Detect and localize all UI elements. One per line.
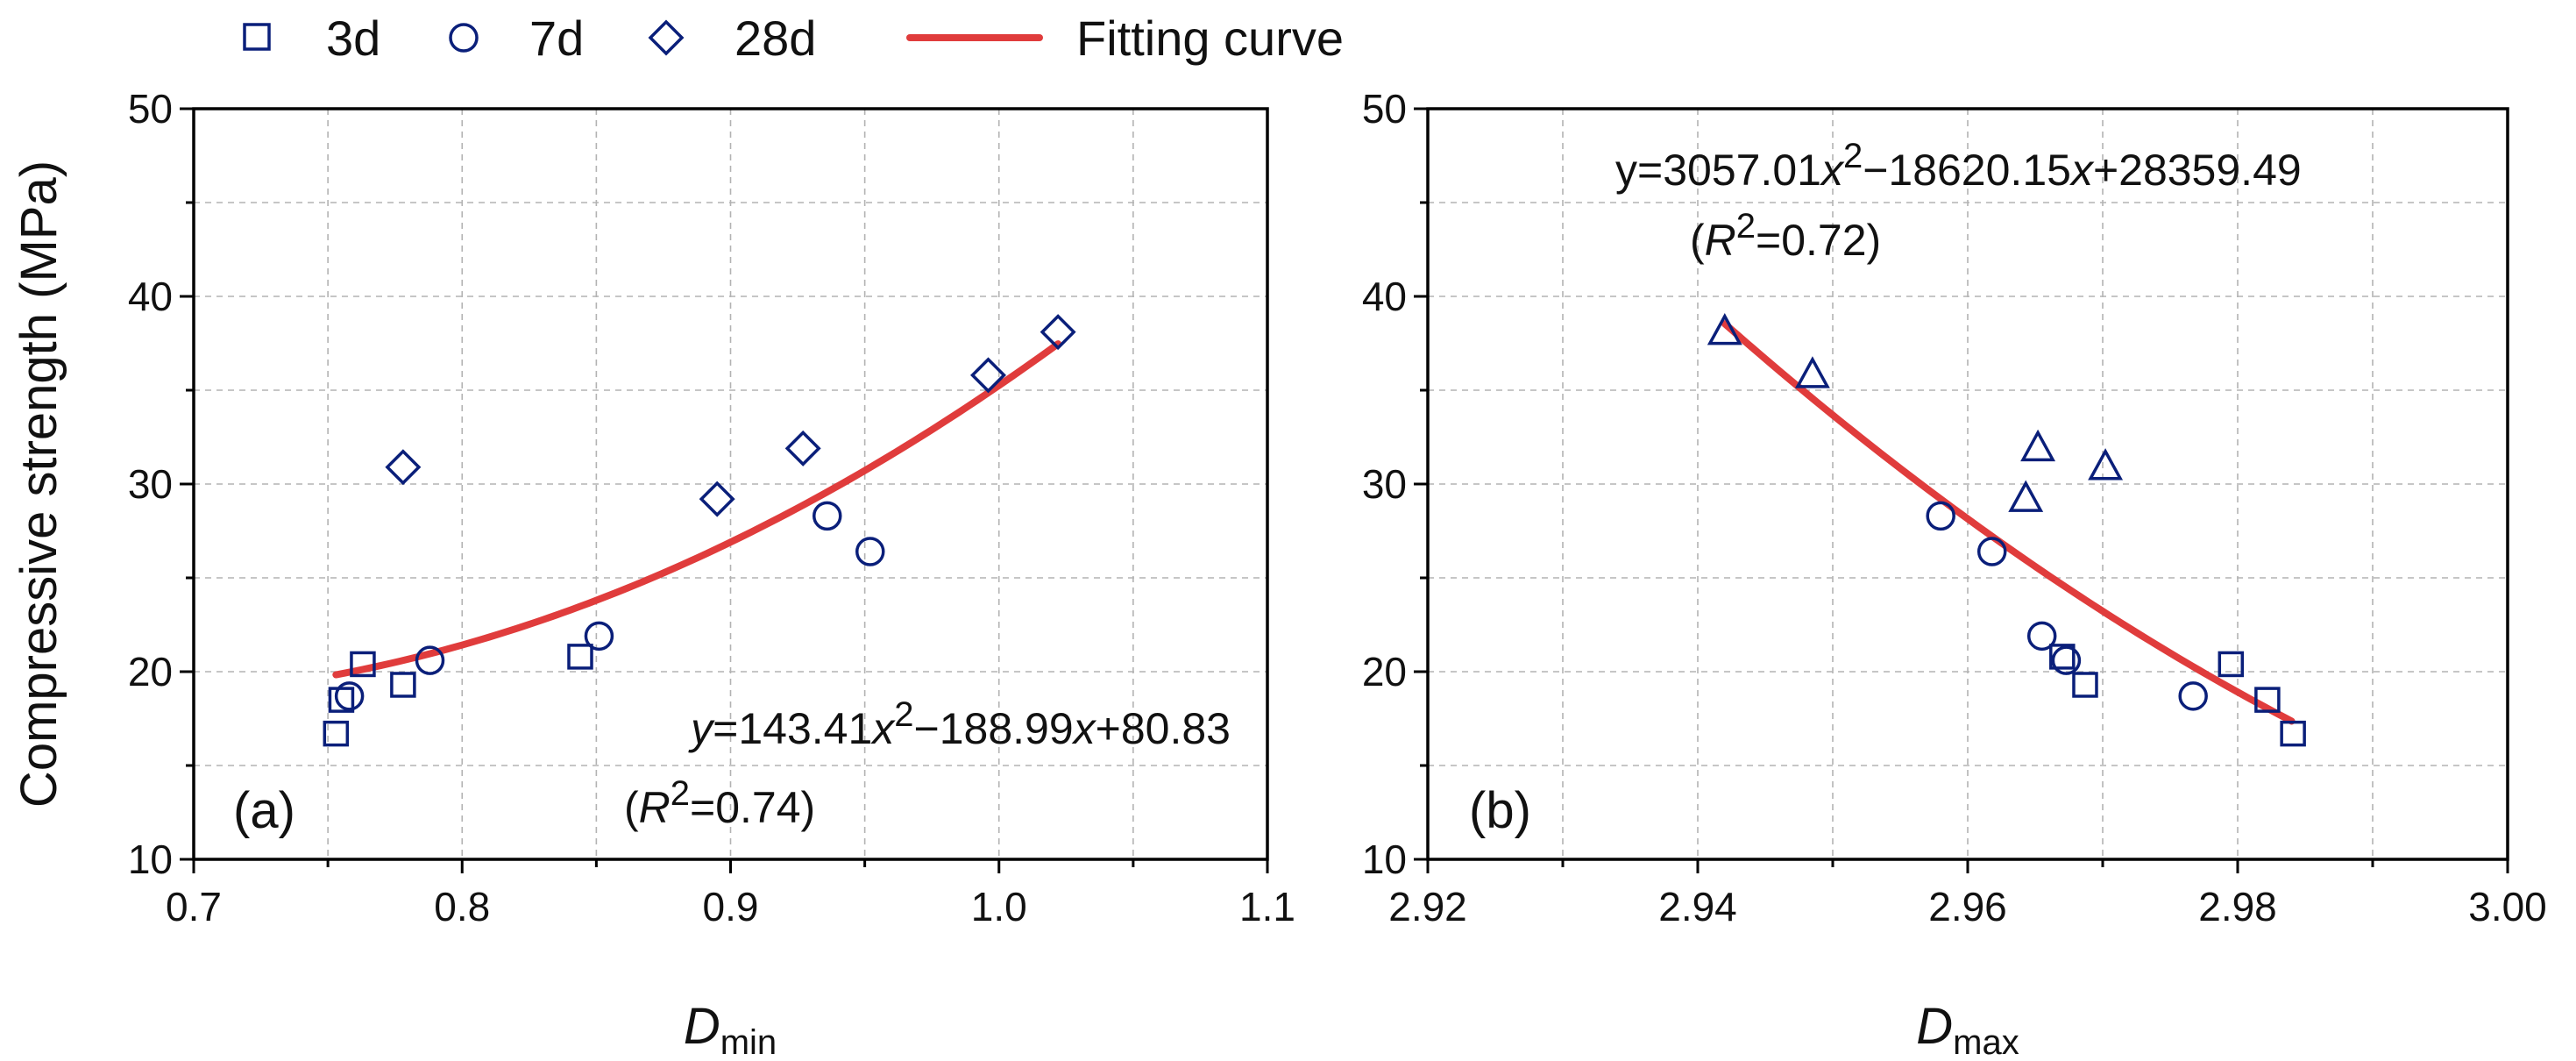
chart-a: 0.7 0.8 0.9 1.0 1.1 10 20 30 40 50 Compressive st…	[11, 86, 1295, 1061]
chart-b-ytick-label: 30	[1362, 461, 1407, 507]
chart-b-xtick-label: 2.96	[1928, 884, 2007, 929]
chart-a-ylabel: Compressive strength (MPa)	[11, 160, 67, 808]
chart-b-point-28d	[1794, 356, 1830, 388]
chart-a-ytick-label: 20	[128, 649, 173, 694]
chart-b-point-3d	[2280, 720, 2306, 747]
chart-b-ytick-label: 40	[1362, 274, 1407, 319]
legend-label-28d: 28d	[734, 11, 816, 66]
chart-b-point-28d	[2088, 448, 2124, 481]
chart-b-xtick-label: 3.00	[2468, 884, 2547, 929]
chart-b-ytick-label: 20	[1362, 649, 1407, 694]
chart-b-equation: y=3057.01x2−18620.15x+28359.49	[1615, 137, 2302, 195]
chart-b-point-7d	[2178, 681, 2208, 711]
chart-a-ytick-label: 40	[128, 274, 173, 319]
chart-a-point-7d	[855, 537, 885, 566]
chart-b-panel-label: (b)	[1469, 782, 1531, 839]
chart-b-fitting-curve	[1721, 320, 2296, 725]
chart-a-point-7d	[334, 681, 365, 711]
chart-a-panel-label: (a)	[233, 782, 295, 839]
chart-b-point-3d	[2218, 651, 2245, 678]
chart-a-ticks	[180, 107, 1269, 873]
chart-b-ticks	[1414, 107, 2509, 873]
chart-a-point-3d	[350, 651, 376, 678]
chart-b-ytick-label: 50	[1362, 86, 1407, 132]
chart-a-grid	[194, 109, 1267, 859]
chart-a-point-7d	[584, 621, 614, 652]
chart-b-point-28d	[2008, 480, 2044, 512]
chart-a-points	[323, 314, 1076, 747]
legend-marker-7d	[449, 23, 479, 53]
chart-a-xtick-label: 0.9	[703, 884, 759, 929]
chart-a-point-3d	[328, 687, 355, 713]
chart-b-point-28d	[1707, 313, 1742, 345]
legend-label-fitting-curve: Fitting curve	[1076, 11, 1344, 66]
chart-b-xtick-label: 2.94	[1658, 884, 1737, 929]
chart-a-point-7d	[415, 645, 445, 675]
chart-b-point-7d	[1976, 537, 2007, 566]
chart-b-xtick-label: 2.98	[2198, 884, 2277, 929]
chart-a-xtick-label: 1.0	[971, 884, 1027, 929]
chart-b-r2: (R2=0.72)	[1690, 207, 1881, 265]
legend-label-3d: 3d	[326, 11, 380, 66]
chart-b-ytick-label: 10	[1362, 837, 1407, 882]
chart-a-ytick-label: 30	[128, 461, 173, 507]
chart-b-fit	[1721, 320, 2296, 725]
chart-b-tick-labels: 2.92 2.94 2.96 2.98 3.00 10 20 30 40 50	[1362, 86, 2547, 929]
chart-a-point-28d	[784, 430, 821, 466]
legend-marker-3d	[243, 23, 271, 51]
chart-a-ytick-label: 50	[128, 86, 173, 132]
chart-b-point-3d	[2072, 672, 2098, 698]
chart-a-xtick-label: 0.8	[434, 884, 490, 929]
legend-label-7d: 7d	[529, 11, 584, 66]
chart-a-fit	[332, 340, 1062, 679]
chart-a-point-3d	[390, 672, 416, 698]
chart-b-points	[1707, 313, 2306, 747]
chart-a-point-3d	[323, 720, 350, 747]
chart-a-point-28d	[385, 449, 422, 486]
chart-b: 2.92 2.94 2.96 2.98 3.00 10 20 30 40 50 Dmax y=30…	[1362, 86, 2547, 1061]
chart-a-tick-labels: 0.7 0.8 0.9 1.0 1.1 10 20 30 40 50	[128, 86, 1295, 929]
chart-a-fitting-curve	[332, 340, 1062, 679]
chart-b-xlabel: Dmax	[1916, 998, 2019, 1061]
chart-b-point-28d	[2020, 429, 2056, 462]
chart-b-point-7d	[2051, 645, 2082, 675]
chart-b-point-3d	[2254, 687, 2281, 713]
legend-marker-28d	[648, 19, 685, 56]
legend: 3d 7d 28d Fitting curve	[243, 11, 1344, 66]
chart-a-xtick-label: 1.1	[1239, 884, 1295, 929]
chart-a-equation: y=143.41x2−188.99x+80.83	[688, 695, 1231, 753]
chart-a-point-28d	[1040, 314, 1076, 351]
chart-a-point-28d	[970, 357, 1006, 394]
chart-a-point-3d	[567, 644, 593, 670]
chart-b-xtick-label: 2.92	[1388, 884, 1467, 929]
chart-b-grid	[1428, 109, 2508, 859]
chart-a-xtick-label: 0.7	[166, 884, 222, 929]
chart-b-point-3d	[2049, 644, 2076, 670]
chart-b-point-7d	[1926, 501, 1955, 531]
chart-a-xlabel: Dmin	[684, 998, 777, 1061]
chart-a-point-28d	[699, 481, 735, 517]
chart-a-ytick-label: 10	[128, 837, 173, 882]
chart-b-point-7d	[2026, 621, 2057, 652]
chart-a-r2: (R2=0.74)	[624, 774, 815, 832]
chart-a-point-7d	[813, 501, 842, 531]
